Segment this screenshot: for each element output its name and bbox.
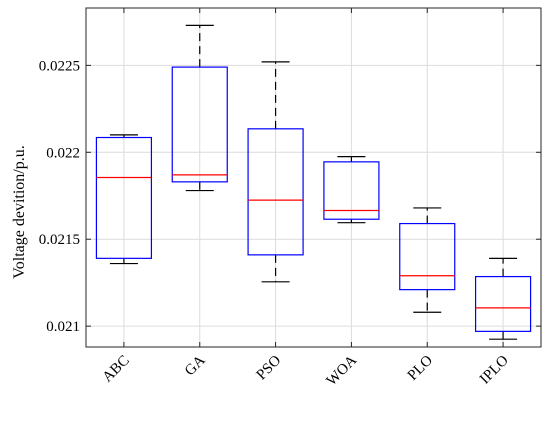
iqr-box xyxy=(247,128,304,256)
y-axis-label: Voltage devition/p.u. xyxy=(11,145,28,278)
box-pso xyxy=(247,61,304,283)
x-tick-label: PLO xyxy=(405,352,436,383)
iqr-box xyxy=(95,136,153,259)
x-tick-label: WOA xyxy=(324,352,361,389)
x-tick-label: IPLO xyxy=(477,352,512,387)
box-woa xyxy=(323,156,380,224)
y-tick-label: 0.0215 xyxy=(39,232,80,248)
y-tick-label: 0.0225 xyxy=(39,58,80,74)
box-iplo xyxy=(474,257,532,340)
x-tick-label: PSO xyxy=(254,352,285,383)
x-tick-label: GA xyxy=(182,352,209,379)
box-plo xyxy=(399,207,456,313)
boxes xyxy=(95,24,532,340)
box-abc xyxy=(95,134,153,265)
iqr-box xyxy=(399,222,456,291)
y-tick-label: 0.021 xyxy=(46,319,80,335)
axis-ticks xyxy=(86,8,541,347)
iqr-box xyxy=(323,161,380,220)
y-tick-label: 0.022 xyxy=(46,145,80,161)
x-tick-label: ABC xyxy=(100,353,133,386)
iqr-box xyxy=(171,66,228,183)
grid-lines xyxy=(86,8,541,347)
plot-frame xyxy=(85,7,542,348)
iqr-box xyxy=(474,275,532,332)
box-ga xyxy=(171,24,228,192)
